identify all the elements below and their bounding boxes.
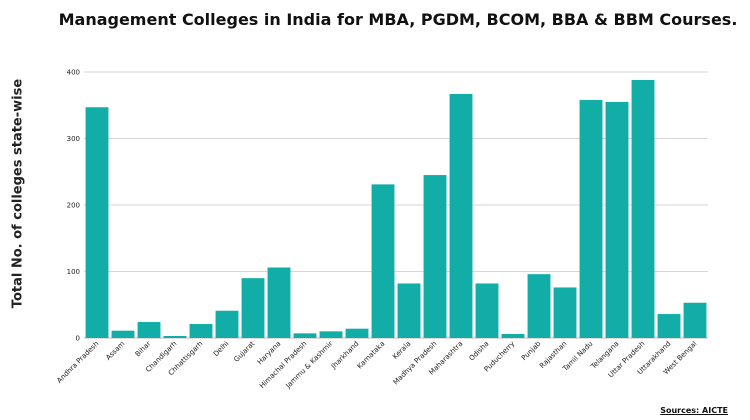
y-tick-label: 200 — [67, 202, 80, 210]
bar-himachal-pradesh — [293, 333, 317, 338]
bar-gujarat — [241, 278, 265, 338]
x-category-label: Andhra Pradesh — [55, 340, 100, 385]
bar-puducherry — [501, 334, 525, 338]
chart-title: Management Colleges in India for MBA, PG… — [58, 10, 738, 29]
bar-madhya-pradesh — [423, 175, 447, 338]
x-category-label: Odisha — [468, 340, 491, 363]
y-tick-label: 300 — [67, 135, 80, 143]
bar-tamil-nadu — [579, 99, 603, 339]
x-category-label: Gujarat — [232, 340, 256, 364]
x-category-label: Delhi — [212, 340, 230, 358]
bar-delhi — [215, 310, 239, 338]
bar-kerala — [397, 283, 421, 338]
y-tick-label: 100 — [67, 268, 80, 276]
bar-chandigarh — [163, 336, 187, 338]
x-category-label: Bihar — [134, 340, 153, 359]
bar-chhattisgarh — [189, 324, 213, 338]
bar-jammu-kashmir — [319, 331, 343, 338]
bar-jharkhand — [345, 328, 369, 338]
x-category-label: Karnataka — [356, 340, 387, 371]
bar-andhra-pradesh — [85, 107, 109, 339]
y-tick-label: 400 — [67, 69, 80, 77]
bar-west-bengal — [683, 302, 707, 338]
bar-bihar — [137, 322, 161, 338]
bar-maharashtra — [449, 93, 473, 338]
x-category-label: Himachal Pradesh — [258, 340, 308, 390]
x-category-label: Haryana — [256, 340, 283, 367]
bar-karnataka — [371, 184, 395, 338]
x-category-label: Jammu & Kashmir — [284, 340, 335, 391]
bar-odisha — [475, 283, 499, 338]
x-category-label: Jharkhand — [329, 340, 360, 371]
bar-punjab — [527, 274, 551, 338]
x-category-label: Assam — [104, 340, 126, 362]
source-note: Sources: AICTE — [660, 406, 728, 415]
bar-uttar-pradesh — [631, 79, 655, 338]
y-tick-label: 0 — [76, 335, 80, 343]
x-category-label: Punjab — [520, 339, 543, 362]
bar-telangana — [605, 101, 629, 338]
bar-uttarakhand — [657, 314, 681, 338]
bar-assam — [111, 330, 135, 338]
bar-rajasthan — [553, 287, 577, 338]
x-category-label: Kerala — [391, 340, 412, 361]
bar-haryana — [267, 267, 291, 338]
